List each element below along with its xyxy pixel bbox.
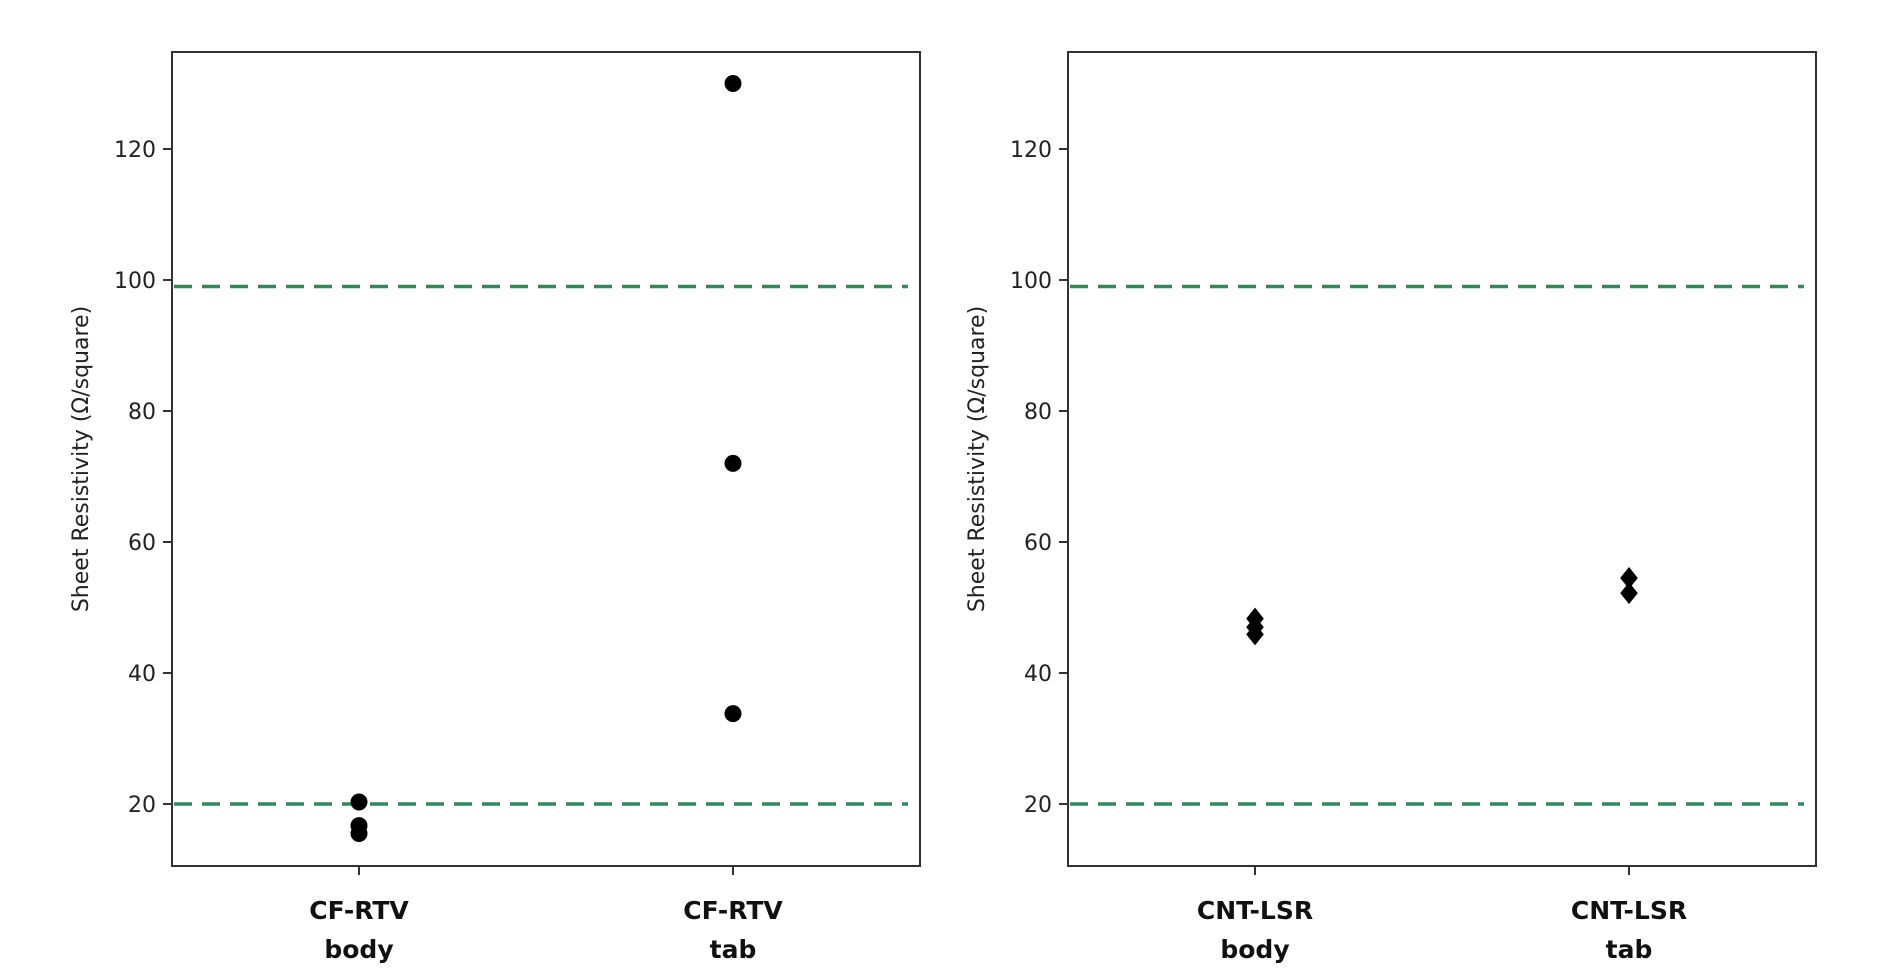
- category-label-line2: tab: [1606, 935, 1653, 964]
- y-tick-label: 40: [128, 662, 156, 687]
- y-tick-label: 60: [128, 531, 156, 556]
- reference-lines-left: [174, 284, 908, 806]
- chart-panel-right: Sheet Resistivity (Ω/square) 20 40 60 80 100…: [965, 51, 1817, 964]
- category-label-line1: CF-RTV: [683, 896, 783, 925]
- y-tick-label: 20: [1024, 793, 1052, 818]
- reference-lines-right: [1070, 284, 1804, 806]
- y-ticks-left: 20 40 60 80 100 120: [114, 138, 172, 818]
- plot-area-left: [171, 51, 921, 867]
- category-label-line2: tab: [710, 935, 757, 964]
- y-tick-label: 80: [1024, 400, 1052, 425]
- y-tick-label: 20: [128, 793, 156, 818]
- data-point: [350, 824, 368, 842]
- y-tick-label: 100: [1010, 269, 1052, 294]
- category-label-line1: CNT-LSR: [1197, 896, 1313, 925]
- category-labels-right: CNT-LSR body CNT-LSR tab: [1197, 866, 1687, 964]
- chart-panel-left: Sheet Resistivity (Ω/square) 20 40 60 80 100…: [69, 51, 921, 964]
- category-label-line2: body: [1220, 935, 1289, 964]
- data-point: [1246, 623, 1264, 646]
- data-point: [724, 705, 742, 723]
- category-label-line2: body: [324, 935, 393, 964]
- data-point: [724, 75, 742, 92]
- y-tick-label: 120: [114, 138, 156, 163]
- data-point: [724, 454, 742, 472]
- data-point: [350, 793, 368, 811]
- y-axis-label-left: Sheet Resistivity (Ω/square): [69, 306, 94, 612]
- data-points-left: [350, 75, 742, 842]
- plot-area-right: [1067, 51, 1817, 867]
- data-point: [1620, 582, 1638, 605]
- y-tick-label: 100: [114, 269, 156, 294]
- category-labels-left: CF-RTV body CF-RTV tab: [309, 866, 783, 964]
- y-tick-label: 60: [1024, 531, 1052, 556]
- y-ticks-right: 20 40 60 80 100 120: [1010, 138, 1068, 818]
- y-axis-label-right: Sheet Resistivity (Ω/square): [965, 306, 990, 612]
- category-label-line1: CF-RTV: [309, 896, 409, 925]
- y-tick-label: 80: [128, 400, 156, 425]
- category-label-line1: CNT-LSR: [1571, 896, 1687, 925]
- y-tick-label: 40: [1024, 662, 1052, 687]
- data-points-right: [1246, 567, 1638, 646]
- y-tick-label: 120: [1010, 138, 1052, 163]
- data-point: [1620, 567, 1638, 590]
